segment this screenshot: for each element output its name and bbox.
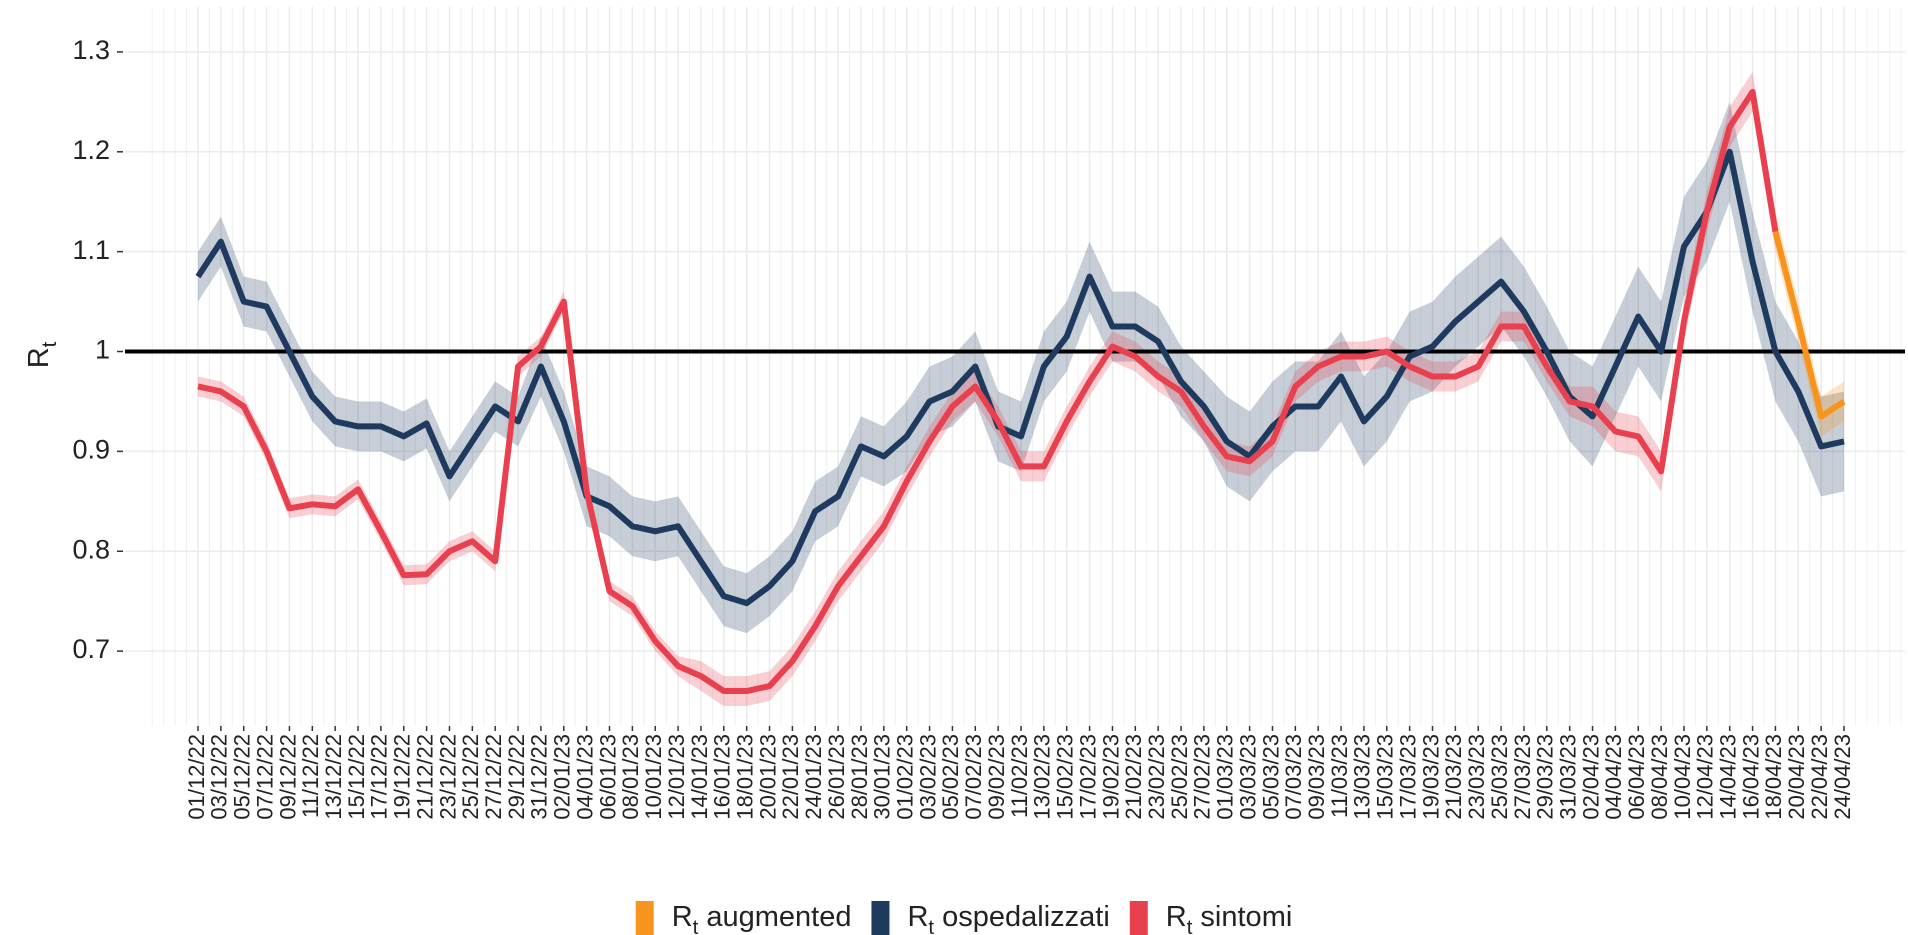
- x-tick-label: 05/03/23: [1258, 734, 1283, 820]
- x-tick-label: 07/12/22: [252, 734, 277, 820]
- x-tick-label: 08/04/23: [1647, 734, 1672, 820]
- x-tick-label: 03/12/22: [207, 734, 232, 820]
- x-tick-label: 23/12/22: [435, 734, 460, 820]
- legend-swatch: [635, 901, 654, 935]
- legend-label: Rt augmented: [672, 901, 852, 935]
- x-tick-label: 31/03/23: [1555, 734, 1580, 820]
- x-tick-label: 05/12/22: [230, 734, 255, 820]
- x-tick-label: 17/02/23: [1075, 734, 1100, 820]
- x-tick-label: 03/03/23: [1235, 734, 1260, 820]
- x-tick-label: 11/03/23: [1327, 734, 1352, 818]
- x-tick-label: 13/12/22: [321, 734, 346, 820]
- x-tick-label: 19/12/22: [390, 734, 415, 820]
- x-tick-label: 20/01/23: [755, 734, 780, 820]
- x-tick-label: 01/02/23: [893, 734, 918, 820]
- x-tick-label: 30/01/23: [870, 734, 895, 820]
- x-tick-label: 13/02/23: [1030, 734, 1055, 820]
- x-tick-label: 17/03/23: [1395, 734, 1420, 820]
- x-tick-label: 21/12/22: [412, 734, 437, 820]
- x-tick-label: 07/02/23: [961, 734, 986, 820]
- legend: Rt augmented Rt ospedalizzati Rt sintomi: [635, 901, 1293, 935]
- x-tick-label: 11/12/22: [298, 734, 323, 818]
- x-tick-label: 25/03/23: [1487, 734, 1512, 820]
- x-tick-label: 04/04/23: [1601, 734, 1626, 820]
- x-tick-label: 10/01/23: [641, 734, 666, 820]
- x-tick-label: 20/04/23: [1784, 734, 1809, 820]
- x-tick-label: 25/02/23: [1167, 734, 1192, 820]
- x-tick-label: 21/02/23: [1121, 734, 1146, 820]
- x-tick-label: 19/02/23: [1098, 734, 1123, 820]
- line: [197, 88, 1779, 695]
- x-tick-label: 14/04/23: [1716, 734, 1741, 820]
- confidence-band: [1775, 211, 1844, 437]
- x-tick-label: 23/03/23: [1464, 734, 1489, 820]
- legend-label: Rt ospedalizzati: [907, 901, 1109, 935]
- x-tick-label: 22/01/23: [778, 734, 803, 820]
- x-tick-label: 09/03/23: [1304, 734, 1329, 820]
- x-tick-label: 24/04/23: [1830, 734, 1855, 820]
- x-tick-label: 14/01/23: [687, 734, 712, 820]
- x-tick-label: 09/02/23: [984, 734, 1009, 820]
- x-tick-label: 18/04/23: [1761, 734, 1786, 820]
- x-tick-label: 27/12/22: [481, 734, 506, 820]
- x-tick-label: 11/02/23: [1007, 734, 1032, 818]
- y-tick-label: 0.8: [72, 534, 110, 564]
- x-tick-label: 15/02/23: [1053, 734, 1078, 820]
- x-tick-label: 15/03/23: [1373, 734, 1398, 820]
- x-tick-label: 22/04/23: [1807, 734, 1832, 820]
- x-tick-label: 23/02/23: [1144, 734, 1169, 820]
- legend-swatch: [871, 901, 890, 935]
- x-tick-label: 01/12/22: [184, 734, 209, 820]
- x-tick-label: 17/12/22: [367, 734, 392, 820]
- x-tick-label: 03/02/23: [915, 734, 940, 820]
- legend-label: Rt sintomi: [1166, 901, 1293, 935]
- x-tick-label: 28/01/23: [847, 734, 872, 820]
- x-tick-label: 15/12/22: [344, 734, 369, 820]
- y-tick-label: 1.3: [72, 35, 110, 65]
- legend-swatch: [1129, 901, 1148, 935]
- confidence-band: [198, 101, 1844, 634]
- line: [1772, 230, 1846, 420]
- x-tick-label: 25/12/22: [458, 734, 483, 820]
- x-tick-label: 04/01/23: [572, 734, 597, 820]
- y-tick-label: 1.2: [72, 135, 110, 165]
- x-tick-label: 02/01/23: [550, 734, 575, 820]
- x-tick-label: 06/01/23: [595, 734, 620, 820]
- x-tick-label: 27/03/23: [1510, 734, 1535, 820]
- y-tick-label: 1: [95, 335, 110, 365]
- x-tick-label: 16/01/23: [710, 734, 735, 820]
- x-tick-label: 12/04/23: [1693, 734, 1718, 820]
- x-tick-label: 02/04/23: [1578, 734, 1603, 820]
- x-tick-label: 31/12/22: [527, 734, 552, 820]
- x-tick-label: 06/04/23: [1624, 734, 1649, 820]
- x-tick-label: 29/12/22: [504, 734, 529, 820]
- x-tick-label: 07/03/23: [1281, 734, 1306, 820]
- x-tick-label: 08/01/23: [618, 734, 643, 820]
- x-tick-label: 01/03/23: [1213, 734, 1238, 820]
- x-tick-label: 12/01/23: [664, 734, 689, 820]
- y-tick-label: 1.1: [72, 235, 110, 265]
- x-tick-label: 16/04/23: [1738, 734, 1763, 820]
- x-tick-label: 18/01/23: [732, 734, 757, 820]
- x-tick-label: 29/03/23: [1533, 734, 1558, 820]
- y-tick-label: 0.9: [72, 435, 110, 465]
- x-tick-label: 13/03/23: [1350, 734, 1375, 820]
- x-tick-label: 27/02/23: [1190, 734, 1215, 820]
- x-tick-label: 09/12/22: [275, 734, 300, 820]
- x-tick-label: 26/01/23: [824, 734, 849, 820]
- y-axis-label: Rt: [23, 341, 62, 368]
- y-tick-label: 0.7: [72, 634, 110, 664]
- x-tick-label: 05/02/23: [938, 734, 963, 820]
- x-tick-label: 21/03/23: [1441, 734, 1466, 820]
- x-tick-label: 10/04/23: [1670, 734, 1695, 820]
- x-tick-label: 19/03/23: [1418, 734, 1443, 820]
- x-tick-label: 24/01/23: [801, 734, 826, 820]
